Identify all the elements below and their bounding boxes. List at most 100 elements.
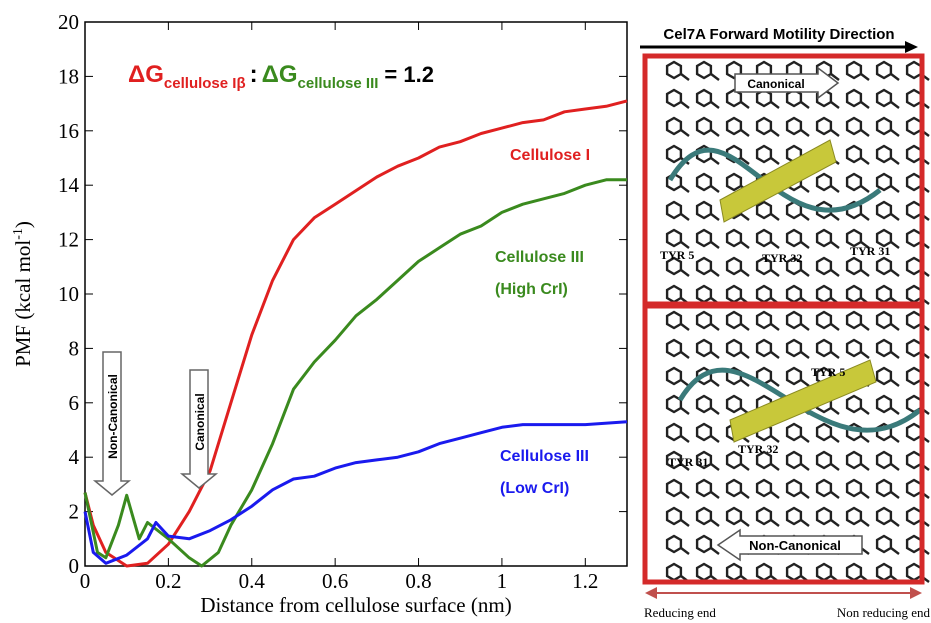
sugar-ring	[877, 286, 891, 302]
sugar-ring	[757, 564, 771, 580]
bond	[771, 352, 779, 358]
sugar-ring	[787, 508, 801, 524]
bond	[891, 408, 899, 414]
sugar-ring	[877, 452, 891, 468]
bond	[741, 464, 749, 470]
bond	[741, 380, 749, 386]
sugar-ring	[787, 312, 801, 328]
sugar-ring	[697, 480, 711, 496]
sugar-ring	[697, 230, 711, 246]
bond	[771, 464, 779, 470]
bond	[801, 520, 809, 526]
bond	[861, 270, 869, 276]
sugar-ring	[757, 480, 771, 496]
bond	[801, 492, 809, 498]
sugar-ring	[727, 118, 741, 134]
bond	[741, 214, 749, 220]
sugar-ring	[757, 340, 771, 356]
sugar-ring	[787, 118, 801, 134]
bond	[711, 74, 719, 80]
bond	[861, 158, 869, 164]
sugar-ring	[757, 146, 771, 162]
sugar-ring	[817, 230, 831, 246]
bond	[801, 270, 809, 276]
bond	[891, 214, 899, 220]
sugar-ring	[697, 118, 711, 134]
bond	[831, 352, 839, 358]
bond	[861, 130, 869, 136]
chart: Distance from cellulose surface (nm) PMF…	[11, 10, 627, 617]
sugar-ring	[817, 174, 831, 190]
sugar-ring	[697, 508, 711, 524]
bond	[771, 324, 779, 330]
bond	[891, 130, 899, 136]
bond	[891, 352, 899, 358]
bond	[771, 270, 779, 276]
residue-label: TYR 31	[668, 455, 708, 469]
bond	[891, 436, 899, 442]
bond	[771, 520, 779, 526]
sugar-ring	[667, 118, 681, 134]
sugar-ring	[877, 118, 891, 134]
bond	[891, 324, 899, 330]
y-label-close: )	[11, 221, 35, 228]
bond	[711, 408, 719, 414]
sugar-ring	[787, 368, 801, 384]
bond	[801, 352, 809, 358]
sugar-ring	[727, 508, 741, 524]
sugar-ring	[757, 202, 771, 218]
series-label: Cellulose III	[495, 249, 584, 266]
sugar-ring	[727, 480, 741, 496]
y-axis-label: PMF (kcal mol-1)	[11, 221, 35, 367]
lattice	[667, 62, 929, 582]
ratio-part: ΔG	[262, 61, 298, 88]
bond	[771, 242, 779, 248]
series-label: Cellulose I	[510, 147, 590, 164]
bond	[741, 352, 749, 358]
sugar-ring	[877, 258, 891, 274]
sugar-ring	[817, 286, 831, 302]
sugar-ring	[907, 230, 921, 246]
sugar-ring	[727, 174, 741, 190]
sugar-ring	[757, 118, 771, 134]
bond	[741, 492, 749, 498]
bond	[711, 242, 719, 248]
bond	[711, 492, 719, 498]
bond	[861, 408, 869, 414]
arrow-label: Canonical	[747, 77, 804, 91]
sugar-ring	[697, 258, 711, 274]
bond	[711, 158, 719, 164]
sugar-ring	[847, 508, 861, 524]
sugar-ring	[817, 258, 831, 274]
sugar-ring	[787, 480, 801, 496]
bond	[801, 186, 809, 192]
sugar-ring	[667, 368, 681, 384]
ratio-part: cellulose Iβ	[164, 75, 246, 92]
sugar-ring	[907, 258, 921, 274]
sugar-ring	[727, 286, 741, 302]
bond	[891, 548, 899, 554]
site-label: Non-Canonical	[106, 374, 120, 459]
y-tick-label: 18	[58, 64, 79, 88]
bond	[681, 548, 689, 554]
bond	[891, 74, 899, 80]
sugar-ring	[847, 312, 861, 328]
sugar-ring	[907, 424, 921, 440]
bond	[831, 520, 839, 526]
bond	[771, 158, 779, 164]
bond	[681, 324, 689, 330]
bond	[831, 492, 839, 498]
sugar-ring	[667, 312, 681, 328]
bond	[891, 186, 899, 192]
sugar-ring	[787, 286, 801, 302]
sugar-ring	[667, 424, 681, 440]
structure-panel: Cel7A Forward Motility Direction Canonic…	[640, 26, 930, 620]
series-note: (High CrI)	[495, 281, 568, 298]
bond	[741, 242, 749, 248]
bond	[831, 102, 839, 108]
sugar-ring	[907, 508, 921, 524]
bond	[861, 436, 869, 442]
bond	[681, 186, 689, 192]
bond	[891, 380, 899, 386]
bond	[831, 408, 839, 414]
